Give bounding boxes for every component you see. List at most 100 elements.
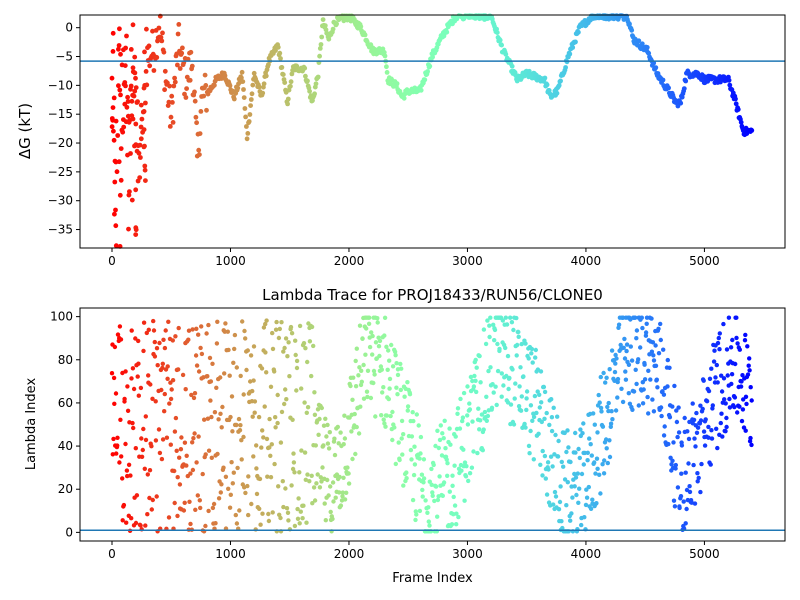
delta-g-point — [317, 53, 322, 59]
lambda-point — [291, 460, 297, 465]
lambda-point — [553, 494, 559, 499]
x-tick-label: 3000 — [452, 547, 483, 561]
lambda-point — [564, 503, 569, 508]
lambda-point — [402, 394, 407, 399]
delta-g-point — [239, 69, 245, 75]
lambda-point — [665, 384, 670, 389]
delta-g-point — [179, 50, 185, 56]
lambda-point — [469, 465, 475, 470]
lambda-point — [677, 505, 682, 511]
lambda-point — [541, 384, 547, 390]
lambda-point — [162, 391, 167, 397]
delta-g-point — [132, 88, 138, 94]
lambda-point — [421, 480, 426, 485]
lambda-point — [213, 521, 218, 526]
delta-g-point — [401, 95, 407, 101]
lambda-point — [357, 365, 362, 370]
lambda-point — [672, 383, 677, 389]
lambda-point — [610, 417, 615, 422]
lambda-point — [180, 372, 186, 378]
lambda-point — [711, 359, 717, 364]
lambda-point — [704, 399, 710, 404]
lambda-point — [441, 480, 447, 485]
delta-g-point — [167, 83, 173, 89]
delta-g-point — [285, 101, 290, 107]
delta-g-point — [116, 83, 121, 89]
lambda-point — [585, 450, 590, 455]
lambda-point — [228, 414, 233, 420]
lambda-point — [219, 482, 224, 487]
lambda-point — [371, 368, 377, 374]
delta-g-point — [133, 85, 139, 90]
lambda-point — [634, 328, 640, 333]
lambda-point — [592, 460, 597, 465]
lambda-y-axis-label: Lambda Index — [24, 378, 39, 471]
lambda-point — [266, 518, 272, 524]
lambda-point — [684, 506, 689, 512]
lambda-point — [726, 315, 732, 320]
lambda-point — [598, 491, 603, 496]
lambda-point — [135, 374, 140, 379]
lambda-point — [297, 521, 302, 526]
y-tick-label: −15 — [48, 107, 73, 121]
delta-g-point — [544, 82, 550, 88]
lambda-point — [467, 401, 472, 406]
delta-g-point — [334, 21, 339, 27]
delta-g-point — [244, 136, 250, 142]
lambda-point — [143, 437, 149, 443]
delta-g-point — [243, 114, 249, 120]
delta-g-point — [118, 51, 123, 57]
lambda-point — [136, 338, 141, 344]
lambda-point — [627, 401, 633, 406]
y-tick-label: −25 — [48, 165, 73, 179]
lambda-point — [207, 355, 213, 361]
lambda-point — [724, 424, 729, 430]
delta-g-point — [150, 28, 155, 34]
lambda-point — [696, 475, 701, 481]
lambda-point — [124, 468, 130, 473]
lambda-point — [613, 361, 618, 366]
delta-g-point — [126, 189, 132, 195]
lambda-point — [142, 466, 147, 471]
lambda-point — [269, 442, 274, 447]
lambda-point — [230, 481, 235, 486]
lambda-point — [578, 427, 583, 432]
delta-g-point — [175, 31, 181, 37]
delta-g-point — [261, 81, 267, 87]
lambda-point — [175, 475, 180, 480]
lambda-point — [230, 429, 235, 434]
delta-g-point — [273, 48, 278, 53]
delta-g-point — [202, 72, 208, 78]
delta-g-point — [280, 72, 286, 77]
delta-g-point — [422, 77, 428, 83]
lambda-point — [245, 483, 250, 489]
delta-g-point — [193, 114, 199, 120]
lambda-point — [294, 358, 300, 364]
lambda-point — [739, 379, 744, 384]
lambda-point — [221, 465, 226, 470]
delta-g-point — [322, 23, 328, 28]
lambda-point — [115, 443, 120, 448]
delta-g-point — [681, 86, 687, 91]
lambda-point — [359, 379, 364, 384]
delta-g-point — [197, 131, 203, 137]
lambda-point — [290, 466, 296, 472]
lambda-point — [700, 406, 705, 412]
lambda-point — [640, 401, 646, 406]
lambda-point — [421, 476, 427, 481]
lambda-point — [643, 330, 649, 335]
lambda-point — [279, 409, 285, 415]
lambda-point — [458, 396, 463, 402]
lambda-point — [604, 375, 609, 380]
delta-g-point — [177, 66, 183, 71]
lambda-point — [205, 416, 211, 421]
lambda-point — [354, 424, 359, 430]
x-tick-label: 0 — [108, 547, 116, 561]
delta-g-point — [288, 79, 294, 85]
lambda-point — [735, 341, 740, 346]
delta-g-point — [129, 113, 135, 119]
lambda-point — [321, 443, 326, 448]
lambda-point — [188, 521, 193, 527]
lambda-point — [270, 510, 275, 515]
